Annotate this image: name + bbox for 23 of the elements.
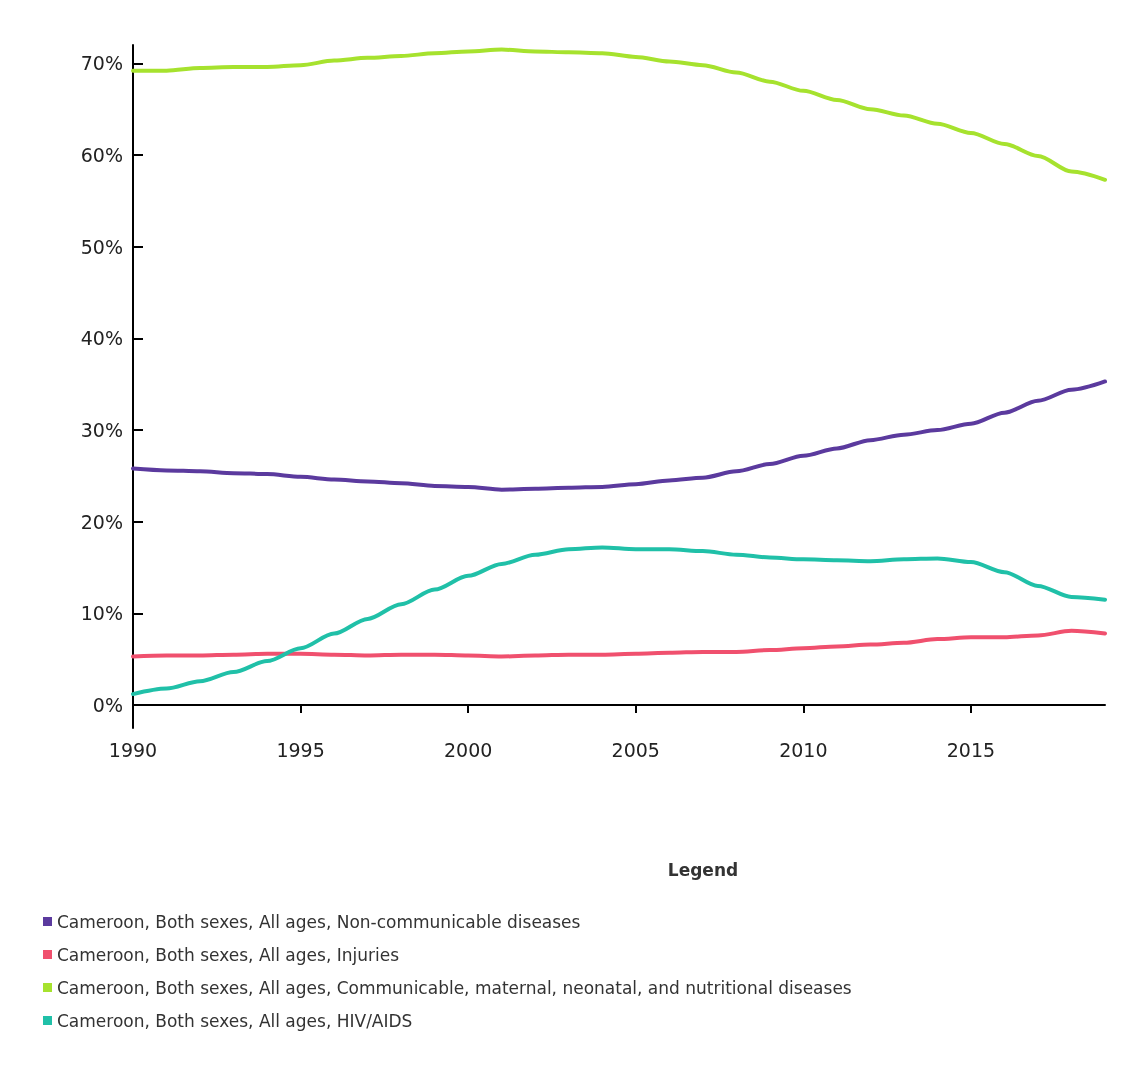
legend-label: Cameroon, Both sexes, All ages, Non-communicable diseases <box>57 911 581 932</box>
line-series <box>131 628 1107 659</box>
x-tick-label: 2000 <box>443 738 493 761</box>
y-tick-label: 70% <box>80 52 123 75</box>
legend-label: Cameroon, Both sexes, All ages, Communicable, maternal, neonatal, and nutritional diseases <box>57 977 852 998</box>
legend-title: Legend <box>667 859 739 880</box>
y-tick-label: 0% <box>92 694 123 717</box>
line-series <box>131 379 1107 492</box>
y-tick-label: 20% <box>80 510 123 533</box>
y-tick-label: 10% <box>80 602 123 625</box>
y-tick-label: 40% <box>80 327 123 350</box>
y-tick-label: 30% <box>80 419 123 442</box>
x-tick-label: 2005 <box>611 738 660 761</box>
x-tick-label: 2015 <box>946 738 996 761</box>
legend-label: Cameroon, Both sexes, All ages, Injuries <box>57 944 400 965</box>
y-tick-label: 50% <box>80 235 123 258</box>
x-tick-label: 1995 <box>276 738 325 761</box>
line-series <box>131 545 1107 697</box>
x-tick-label: 1990 <box>108 738 158 761</box>
y-tick-label: 60% <box>80 144 123 167</box>
legend-label: Cameroon, Both sexes, All ages, HIV/AIDS <box>57 1010 413 1031</box>
line-series <box>131 47 1107 182</box>
x-tick-label: 2010 <box>779 738 828 761</box>
